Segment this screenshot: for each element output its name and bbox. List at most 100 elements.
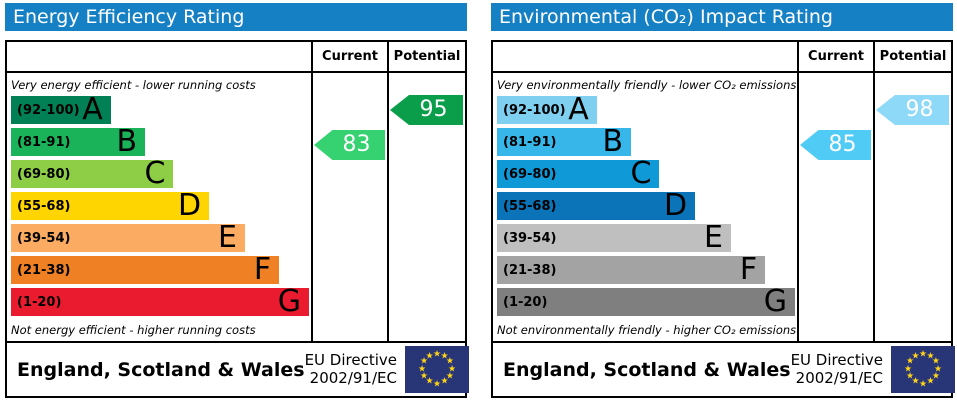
region-label: England, Scotland & Wales: [17, 358, 305, 381]
eu-star-icon: ★: [926, 376, 935, 387]
energy-bands-area: Very energy efficient - lower running co…: [7, 73, 313, 341]
rating-band-g: (1-20) G: [11, 284, 309, 319]
band-range-label: (81-91): [503, 134, 557, 150]
band-range-label: (92-100): [503, 102, 566, 118]
band-range-label: (21-38): [503, 262, 557, 278]
eu-directive-line1: EU Directive: [304, 351, 397, 370]
eu-star-icon: ★: [926, 351, 935, 361]
energy-panel-title: Energy Efficiency Rating: [13, 6, 245, 28]
environmental-title-bar: Environmental (CO₂) Impact Rating: [491, 3, 953, 31]
eu-star-icon: ★: [417, 364, 427, 374]
eu-directive-line2: 2002/91/EC: [309, 368, 397, 387]
eu-star-icon: ★: [440, 376, 449, 387]
band-letter: D: [664, 188, 688, 223]
eu-star-icon: ★: [905, 356, 915, 367]
eu-star-icon: ★: [440, 351, 449, 361]
energy-potential-cell: 95: [389, 73, 465, 341]
band-letter: C: [630, 156, 652, 191]
band-letter: E: [217, 220, 237, 255]
environmental-band-list: (92-100) A (81-91) B (69-80) C (55-68) D (39-54)…: [497, 95, 795, 319]
rating-band-f: (21-38) F: [11, 252, 280, 287]
rating-band-f: (21-38) F: [497, 252, 766, 287]
band-range-label: (39-54): [17, 230, 71, 246]
band-range-label: (55-68): [17, 198, 71, 214]
band-letter: F: [739, 252, 758, 287]
rating-band-d: (55-68) D: [11, 188, 210, 223]
region-label: England, Scotland & Wales: [503, 358, 791, 381]
current-column-header: Current: [313, 42, 389, 73]
header-spacer-cell: [493, 42, 799, 73]
eu-star-icon: ★: [447, 364, 457, 374]
band-letter: E: [703, 220, 723, 255]
eu-star-icon: ★: [445, 356, 455, 367]
band-letter: B: [116, 124, 138, 159]
band-range-label: (69-80): [503, 166, 557, 182]
band-letter: G: [763, 284, 787, 319]
bottom-caption: Not environmentally friendly - higher CO…: [497, 323, 797, 337]
energy-title-bar: Energy Efficiency Rating: [5, 3, 467, 31]
eu-star-icon: ★: [918, 349, 928, 359]
rating-band-c: (69-80) C: [497, 156, 660, 191]
environmental-potential-cell: 98: [875, 73, 951, 341]
eu-star-icon: ★: [425, 376, 434, 387]
eu-flag-icon: ★ ★ ★ ★ ★ ★ ★ ★ ★ ★ ★ ★: [404, 346, 469, 393]
band-letter: B: [602, 124, 624, 159]
potential-column-header: Potential: [875, 42, 951, 73]
eu-star-icon: ★: [903, 364, 913, 374]
energy-efficiency-panel: Energy Efficiency Rating Current Potenti…: [5, 3, 469, 398]
band-range-label: (21-38): [17, 262, 71, 278]
eu-star-icon: ★: [911, 376, 920, 387]
band-letter: G: [277, 284, 301, 319]
eu-star-icon: ★: [432, 379, 442, 389]
rating-band-e: (39-54) E: [497, 220, 731, 255]
current-column-header: Current: [799, 42, 875, 73]
header-spacer-cell: [7, 42, 313, 73]
eu-flag-icon: ★ ★ ★ ★ ★ ★ ★ ★ ★ ★ ★ ★: [890, 346, 955, 393]
energy-panel-footer: England, Scotland & Wales EU Directive 2…: [7, 341, 469, 396]
eu-star-icon: ★: [419, 356, 429, 367]
rating-band-e: (39-54) E: [11, 220, 245, 255]
energy-rating-table: Current Potential Very energy efficient …: [5, 40, 469, 398]
band-letter: A: [82, 92, 103, 127]
environmental-panel-title: Environmental (CO₂) Impact Rating: [499, 6, 833, 28]
rating-band-b: (81-91) B: [497, 124, 632, 159]
energy-band-list: (92-100) A (81-91) B (69-80) C (55-68) D (39-54)…: [11, 92, 309, 319]
bottom-caption: Not energy efficient - higher running co…: [11, 323, 256, 337]
eu-star-icon: ★: [931, 371, 941, 382]
environmental-bands-area: Very environmentally friendly - lower CO…: [493, 73, 799, 341]
environmental-rating-table: Current Potential Very environmentally f…: [491, 40, 955, 398]
potential-rating-arrow: 95: [390, 95, 463, 125]
eu-directive-line1: EU Directive: [790, 351, 883, 370]
band-range-label: (55-68): [503, 198, 557, 214]
band-letter: D: [178, 188, 202, 223]
eu-star-icon: ★: [918, 379, 928, 389]
eu-star-icon: ★: [905, 371, 915, 382]
eu-star-icon: ★: [933, 364, 943, 374]
eu-star-icon: ★: [425, 351, 434, 361]
environmental-panel-footer: England, Scotland & Wales EU Directive 2…: [493, 341, 955, 396]
current-rating-arrow: 85: [800, 130, 871, 160]
rating-band-b: (81-91) B: [11, 124, 146, 159]
eu-star-icon: ★: [419, 371, 429, 382]
eu-directive-label: EU Directive 2002/91/EC: [304, 351, 397, 387]
energy-current-cell: 83: [313, 73, 389, 341]
eu-star-icon: ★: [445, 371, 455, 382]
band-letter: C: [144, 156, 166, 191]
rating-band-g: (1-20) G: [497, 284, 795, 319]
rating-band-c: (69-80) C: [11, 156, 174, 191]
eu-star-icon: ★: [911, 351, 920, 361]
potential-rating-arrow: 98: [876, 95, 949, 125]
potential-column-header: Potential: [389, 42, 465, 73]
top-caption: Very environmentally friendly - lower CO…: [497, 78, 797, 92]
environmental-impact-panel: Environmental (CO₂) Impact Rating Curren…: [491, 3, 955, 398]
environmental-current-cell: 85: [799, 73, 875, 341]
eu-directive-label: EU Directive 2002/91/EC: [790, 351, 883, 387]
band-range-label: (69-80): [17, 166, 71, 182]
band-letter: F: [253, 252, 272, 287]
band-range-label: (39-54): [503, 230, 557, 246]
band-range-label: (1-20): [503, 294, 548, 310]
eu-star-icon: ★: [432, 349, 442, 359]
top-caption: Very energy efficient - lower running co…: [11, 78, 256, 92]
eu-star-icon: ★: [931, 356, 941, 367]
